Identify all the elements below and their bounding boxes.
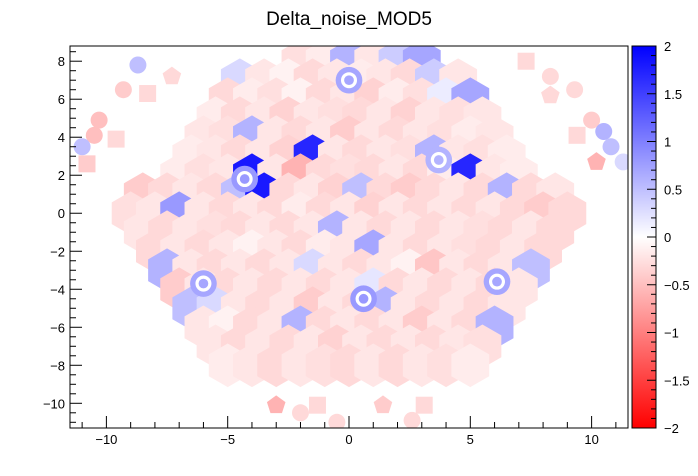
ring-cell-core <box>344 75 354 86</box>
circle-cell <box>541 67 559 85</box>
colorbar-tick-label: 1 <box>664 135 671 150</box>
hex-cell <box>451 343 490 388</box>
colorbar-tick-label: −2 <box>664 421 679 436</box>
square-cell <box>139 85 157 103</box>
square-cell <box>415 396 433 414</box>
colorbar-tick-label: 1.5 <box>664 87 682 102</box>
circle-cell <box>602 138 620 156</box>
x-tick-label: −5 <box>220 432 235 447</box>
colorbar-tick-label: −0.5 <box>664 278 690 293</box>
ring-cell-core <box>492 276 502 287</box>
circle-cell <box>114 81 132 99</box>
y-tick-label: 6 <box>58 92 65 107</box>
ring-cell-core <box>239 174 250 184</box>
colorbar-tick-label: 2 <box>664 39 671 54</box>
circle-cell <box>566 81 584 99</box>
circle-cell <box>403 411 421 428</box>
colorbar-tick-label: 0.5 <box>664 182 682 197</box>
plot-area <box>73 46 628 428</box>
y-tick-label: −10 <box>43 396 65 411</box>
y-tick-label: −2 <box>50 244 65 259</box>
y-tick-label: −8 <box>50 358 65 373</box>
y-tick-label: −4 <box>50 282 65 297</box>
x-tick-label: 0 <box>345 432 352 447</box>
pentagon-cell <box>587 152 606 170</box>
y-tick-label: 0 <box>58 206 65 221</box>
x-tick-label: 5 <box>467 432 474 447</box>
pentagon-cell <box>162 66 182 85</box>
circle-cell <box>328 413 346 428</box>
circle-cell <box>583 111 601 129</box>
ring-cell-core <box>358 293 369 304</box>
ring-cell-core <box>433 155 444 165</box>
colorbar-tick-label: −1 <box>664 326 679 341</box>
ring-cell-core <box>198 278 209 289</box>
pentagon-cell <box>266 395 286 414</box>
square-cell <box>107 130 125 148</box>
circle-cell <box>73 138 91 156</box>
pentagon-cell <box>541 85 560 104</box>
circle-cell <box>129 56 147 74</box>
colorbar-tick-label: −1.5 <box>664 373 690 388</box>
colorbar-axis: 2 1.5 1 0.5 0 −0.5 −1 −1.5 −2 <box>647 39 690 436</box>
circle-cell <box>291 404 309 422</box>
x-tick-label: −10 <box>95 432 117 447</box>
circle-cell <box>90 111 108 129</box>
chart-title: Delta_noise_MOD5 <box>266 9 432 30</box>
colorbar-tick-label: 0 <box>664 230 671 245</box>
circle-cell <box>85 126 103 144</box>
x-axis: −10 −5 0 5 10 <box>81 416 617 447</box>
square-cell <box>517 52 535 70</box>
square-cell <box>78 155 96 173</box>
square-cell <box>568 126 586 144</box>
y-tick-label: 4 <box>58 130 65 145</box>
y-tick-label: 2 <box>58 168 65 183</box>
y-axis: 8 6 4 2 0 −2 −4 −6 −8 −10 <box>43 51 82 423</box>
circle-cell <box>614 153 628 171</box>
square-cell <box>308 396 326 414</box>
pentagon-cell <box>373 395 393 414</box>
circle-cell <box>595 123 613 141</box>
y-tick-label: −6 <box>50 320 65 335</box>
x-tick-label: 10 <box>584 432 598 447</box>
y-tick-label: 8 <box>58 54 65 69</box>
